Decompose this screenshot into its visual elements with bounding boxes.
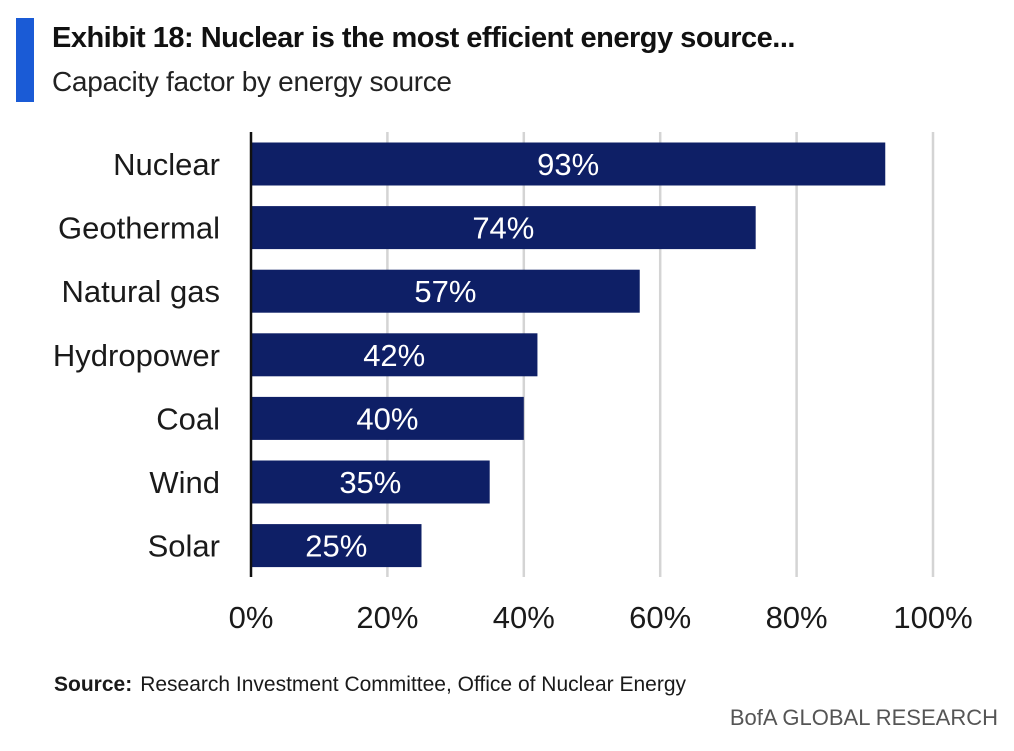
bar (251, 524, 422, 568)
bar (251, 460, 490, 504)
brand-footer: BofA GLOBAL RESEARCH (729, 705, 998, 730)
category-label: Natural gas (61, 274, 220, 309)
data-label: 35% (339, 465, 401, 500)
source-label: Source: (54, 673, 133, 696)
bar (251, 396, 524, 440)
category-label: Wind (149, 465, 220, 500)
data-label: 93% (537, 147, 599, 182)
source-note: Source: Research Investment Committee, Of… (54, 673, 686, 697)
bar (251, 333, 538, 377)
bar (251, 206, 756, 250)
category-label: Solar (148, 529, 220, 564)
data-label: 25% (305, 529, 367, 564)
category-label: Geothermal (58, 211, 220, 246)
data-label: 57% (414, 274, 476, 309)
source-text: Research Investment Committee, Office of… (140, 673, 687, 696)
data-label: 74% (472, 211, 534, 246)
chart-title: Exhibit 18: Nuclear is the most efficien… (52, 22, 795, 54)
bar (251, 142, 886, 186)
category-label: Coal (156, 401, 220, 436)
bar (251, 269, 640, 313)
chart-subtitle: Capacity factor by energy source (52, 66, 452, 97)
x-tick-label: 60% (629, 600, 691, 635)
x-tick-label: 40% (493, 600, 555, 635)
x-tick-label: 20% (356, 600, 418, 635)
category-label: Hydropower (53, 338, 220, 373)
category-label: Nuclear (113, 147, 220, 182)
data-label: 42% (363, 338, 425, 373)
x-tick-label: 80% (766, 600, 828, 635)
x-tick-label: 0% (229, 600, 274, 635)
accent-bar (16, 18, 34, 102)
x-tick-label: 100% (893, 600, 972, 635)
data-label: 40% (356, 401, 418, 436)
